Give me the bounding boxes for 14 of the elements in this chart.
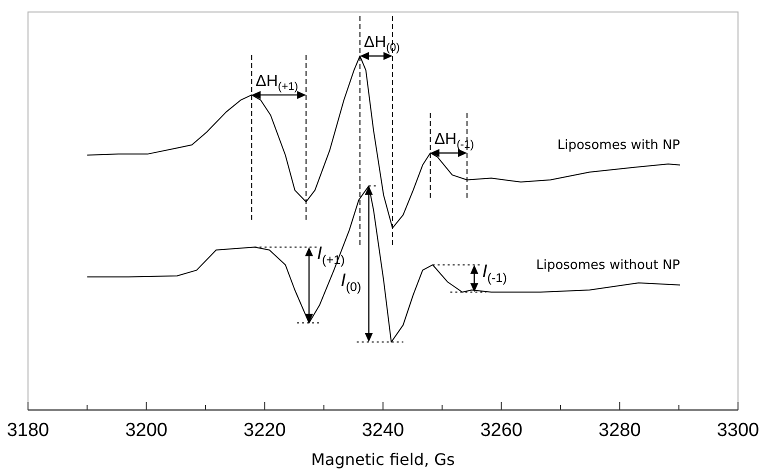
x-tick-label: 3180	[6, 420, 50, 441]
x-axis-title: Magnetic field, Gs	[311, 450, 455, 469]
x-tick-label: 3240	[362, 420, 404, 441]
x-tick-label: 3260	[480, 420, 522, 441]
x-tick-label: 3220	[244, 420, 286, 441]
series-label: Liposomes without NP	[536, 258, 680, 274]
annotation: I$_{(0)}$	[340, 270, 362, 294]
x-tick-label: 3300	[716, 420, 760, 441]
x-tick-label: 3200	[125, 420, 168, 441]
x-tick-label: 3280	[598, 420, 641, 441]
annotation: ΔH$_{(0)}$	[364, 34, 400, 54]
series-label: Liposomes with NP	[557, 138, 680, 154]
annotation: I$_{(-1)}$	[482, 260, 507, 284]
annotation: ΔH$_{(+1)}$	[256, 72, 298, 93]
